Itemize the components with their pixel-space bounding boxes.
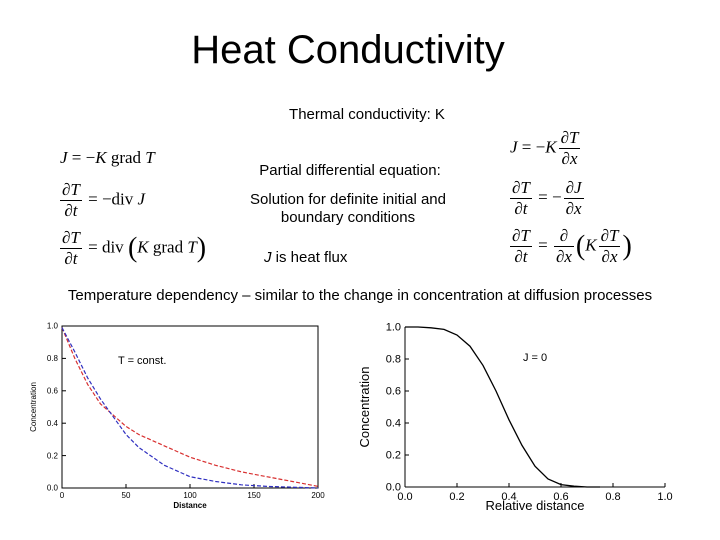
y-tick-label: 1.0 — [47, 322, 59, 331]
pde-text: Partial differential equation: — [259, 162, 441, 179]
y-tick-label: 0.4 — [47, 419, 59, 428]
equation-flux-1d: J = −K ∂T ∂x — [510, 128, 581, 168]
y-tick-label: 0.4 — [386, 418, 401, 430]
x-tick-label: 100 — [183, 491, 197, 500]
series-line-2 — [61, 327, 319, 489]
slide-title: Heat Conductivity — [191, 28, 505, 72]
x-tick-label: 0 — [60, 491, 65, 500]
diffusion-chart-left: 0 50 100 150 200 0.0 0.2 0.4 0.6 0.8 1.0 Distance Co… — [29, 322, 325, 510]
y-tick-label: 0.0 — [386, 482, 401, 494]
series-line-1 — [61, 327, 319, 487]
y-tick-label: 0.6 — [47, 386, 59, 395]
series-line-1 — [405, 326, 600, 488]
y-tick-label: 0.6 — [386, 386, 401, 398]
y-axis-label: Concentration — [357, 367, 372, 448]
x-axis-label: Relative distance — [486, 498, 585, 513]
equation-continuity: ∂T ∂t = −div J — [60, 180, 146, 220]
x-tick-label: 50 — [122, 491, 131, 500]
x-tick-label: 0.0 — [397, 491, 412, 503]
x-tick-label: 150 — [247, 491, 261, 500]
x-tick-label: 1.0 — [657, 491, 672, 503]
concentration-chart-right: 0.0 0.2 0.4 0.6 0.8 1.0 0.0 0.2 0.4 0.6 0.8 1.0 Rela… — [357, 322, 673, 513]
x-tick-label: 200 — [311, 491, 325, 500]
x-tick-label: 0.8 — [605, 491, 620, 503]
equation-flux-grad: J = −K grad T — [60, 148, 155, 167]
y-tick-label: 0.8 — [47, 354, 59, 363]
chart-annotation: T = const. — [118, 355, 166, 367]
equation-continuity-1d: ∂T ∂t = − ∂J ∂x — [510, 178, 584, 218]
x-tick-label: 0.2 — [449, 491, 464, 503]
plot-frame — [61, 325, 319, 489]
y-tick-label: 1.0 — [386, 322, 401, 334]
x-tick-label: 0.6 — [553, 491, 568, 503]
chart-annotation: J = 0 — [523, 352, 547, 364]
equation-heat-1d: ∂T ∂t = ∂ ∂x (K ∂T ∂x) — [510, 226, 632, 266]
y-tick-label: 0.8 — [386, 354, 401, 366]
temperature-dependency-text: Temperature dependency – similar to the … — [67, 287, 653, 304]
flux-description: is heat flux — [271, 249, 348, 266]
y-tick-label: 0.2 — [386, 450, 401, 462]
y-tick-label: 0.0 — [47, 484, 59, 493]
y-tick-label: 0.2 — [47, 451, 59, 460]
equation-heat-div: ∂T ∂t = div (K grad T) — [60, 228, 207, 268]
x-tick-label: 0.4 — [501, 491, 516, 503]
y-axis-label: Concentration — [29, 382, 38, 432]
flux-variable: J — [264, 249, 272, 266]
x-axis-label: Distance — [173, 501, 207, 510]
heat-flux-text: J is heat flux — [264, 249, 384, 266]
thermal-conductivity-text: Thermal conductivity: K — [289, 106, 445, 123]
solution-text: Solution for definite initial and bounda… — [250, 191, 446, 226]
